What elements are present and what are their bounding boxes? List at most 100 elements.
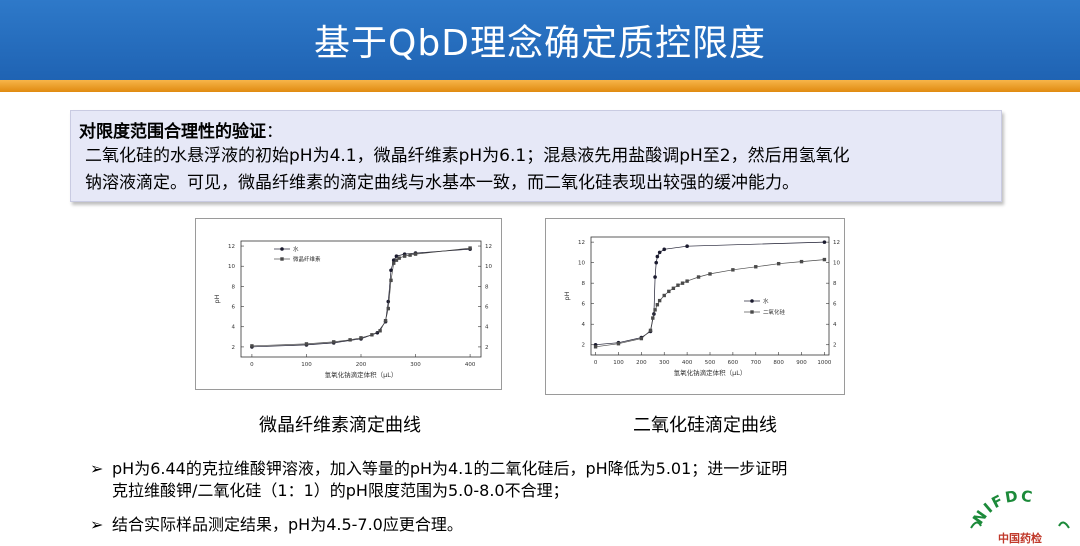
y-tick-label: 12 bbox=[578, 240, 585, 246]
y-tick-label-right: 8 bbox=[485, 284, 489, 290]
y-tick-label: 4 bbox=[582, 322, 586, 328]
data-point bbox=[593, 345, 598, 349]
x-tick-label: 0 bbox=[594, 360, 598, 366]
x-tick-label: 700 bbox=[751, 360, 762, 366]
series-line bbox=[251, 248, 471, 348]
callout-heading-text: 对限度范围合理性的验证 bbox=[79, 122, 266, 142]
data-point bbox=[389, 278, 393, 283]
data-point bbox=[392, 261, 396, 265]
data-point bbox=[822, 240, 827, 244]
y-tick-label-right: 8 bbox=[833, 281, 837, 287]
data-point bbox=[671, 286, 676, 291]
mcc-titration-chart: 0 100 200 300 400 2 2 4 4 6 6 8 8 10 10 12 12 氢氧化钠滴定体积（μL… bbox=[195, 218, 502, 390]
bullet-1-line-2: 克拉维酸钾/二氧化硅（1：1）的pH限度范围为5.0-8.0不合理； bbox=[112, 481, 569, 500]
callout-line-2: 钠溶液滴定。可见，微晶纤维素的滴定曲线与水基本一致，而二氧化硅表现出较强的缓冲能… bbox=[85, 173, 799, 193]
plot-frame bbox=[590, 236, 830, 356]
data-point bbox=[653, 275, 657, 279]
legend-marker bbox=[750, 299, 754, 303]
y-tick-label: 4 bbox=[232, 325, 236, 331]
x-tick-label: 900 bbox=[796, 360, 807, 366]
validation-callout: 对限度范围合理性的验证： 二氧化硅的水悬浮液的初始pH为4.1，微晶纤维素pH为… bbox=[70, 110, 1002, 202]
x-tick-label: 600 bbox=[728, 360, 739, 366]
y-tick-label: 6 bbox=[582, 302, 586, 308]
data-point bbox=[386, 299, 391, 304]
bullet-arrow-icon: ➢ bbox=[90, 515, 104, 534]
y-tick-label-right: 4 bbox=[485, 325, 489, 331]
data-point bbox=[657, 298, 662, 303]
series-line bbox=[595, 241, 825, 346]
x-tick-label: 400 bbox=[465, 362, 476, 368]
data-point bbox=[655, 303, 660, 307]
data-point bbox=[402, 254, 407, 258]
data-point bbox=[776, 261, 781, 266]
x-tick-label: 500 bbox=[705, 360, 716, 366]
data-point bbox=[657, 250, 662, 255]
logo-text: NIFDC bbox=[969, 488, 1033, 528]
x-tick-label: 300 bbox=[659, 360, 670, 366]
y-tick-label: 6 bbox=[232, 305, 236, 311]
data-point bbox=[408, 253, 412, 257]
x-axis-label: 氢氧化钠滴定体积（μL） bbox=[325, 370, 398, 379]
y-tick-label: 10 bbox=[578, 261, 585, 267]
y-tick-label-right: 10 bbox=[833, 261, 840, 267]
data-point bbox=[685, 279, 689, 283]
data-point bbox=[667, 289, 671, 294]
data-point bbox=[391, 258, 396, 262]
x-tick-label: 300 bbox=[410, 362, 421, 368]
bullet-2: ➢ 结合实际样品测定结果，pH为4.5-7.0应更合理。 bbox=[90, 514, 463, 536]
data-point bbox=[654, 260, 659, 265]
caption-silica: 二氧化硅滴定曲线 bbox=[633, 415, 777, 436]
data-point bbox=[394, 258, 399, 262]
x-tick-label: 200 bbox=[636, 360, 647, 366]
title-bar: 基于QbD理念确定质控限度 bbox=[0, 0, 1080, 80]
y-tick-label-right: 12 bbox=[833, 240, 840, 246]
legend-label: 二氧化硅 bbox=[763, 308, 786, 316]
y-tick-label: 8 bbox=[582, 281, 586, 287]
data-point bbox=[250, 344, 254, 348]
y-tick-label: 2 bbox=[582, 343, 586, 349]
callout-heading: 对限度范围合理性的验证： bbox=[79, 117, 283, 142]
data-point bbox=[822, 257, 827, 262]
silica-chart-svg: 0 100 200 300 400 500 600 700 800 900 1000 2 2 4 4 6 6 8 8… bbox=[563, 236, 840, 377]
legend-label: 水 bbox=[763, 297, 769, 305]
data-point bbox=[731, 268, 735, 272]
x-tick-label: 1000 bbox=[817, 360, 831, 366]
x-axis-label: 氢氧化钠滴定体积（μL） bbox=[674, 368, 747, 377]
data-point bbox=[394, 254, 399, 258]
title-divider bbox=[0, 80, 1080, 92]
data-point bbox=[304, 342, 309, 346]
svg-text:NIFDC: NIFDC bbox=[969, 488, 1035, 528]
legend-marker bbox=[280, 257, 284, 261]
data-point bbox=[413, 252, 418, 256]
data-point bbox=[332, 340, 336, 344]
mcc-chart-svg: 0 100 200 300 400 2 2 4 4 6 6 8 8 10 10 12 12 氢氧化钠滴定体积（μL… bbox=[213, 240, 492, 379]
y-tick-label-right: 2 bbox=[833, 343, 837, 349]
callout-body: 二氧化硅的水悬浮液的初始pH为4.1，微晶纤维素pH为6.1；混悬液先用盐酸调p… bbox=[85, 143, 990, 197]
y-tick-label-right: 10 bbox=[485, 264, 492, 270]
nifdc-logo: NIFDC 中国药检 bbox=[969, 488, 1070, 545]
y-axis-label: pH bbox=[213, 294, 221, 303]
data-point bbox=[616, 342, 621, 346]
legend-label: 微晶纤维素 bbox=[293, 255, 321, 263]
x-tick-label: 0 bbox=[250, 362, 254, 368]
y-tick-label: 8 bbox=[232, 284, 236, 290]
y-tick-label-right: 6 bbox=[485, 305, 489, 311]
data-point bbox=[685, 244, 689, 249]
data-point bbox=[383, 318, 388, 323]
bullet-arrow-icon: ➢ bbox=[90, 459, 104, 478]
y-tick-label-right: 2 bbox=[485, 345, 489, 351]
data-point bbox=[370, 333, 374, 337]
x-tick-label: 200 bbox=[356, 362, 367, 368]
data-point bbox=[799, 259, 804, 264]
y-axis-label: pH bbox=[563, 291, 571, 300]
legend-label: 水 bbox=[293, 245, 299, 253]
data-point bbox=[651, 316, 655, 320]
slide-title: 基于QbD理念确定质控限度 bbox=[314, 23, 766, 64]
caption-mcc: 微晶纤维素滴定曲线 bbox=[259, 415, 421, 436]
callout-colon: ： bbox=[266, 122, 283, 142]
data-point bbox=[639, 336, 644, 341]
y-tick-label-right: 6 bbox=[833, 302, 837, 308]
data-point bbox=[653, 308, 657, 312]
data-point bbox=[680, 281, 685, 285]
data-point bbox=[348, 338, 352, 342]
